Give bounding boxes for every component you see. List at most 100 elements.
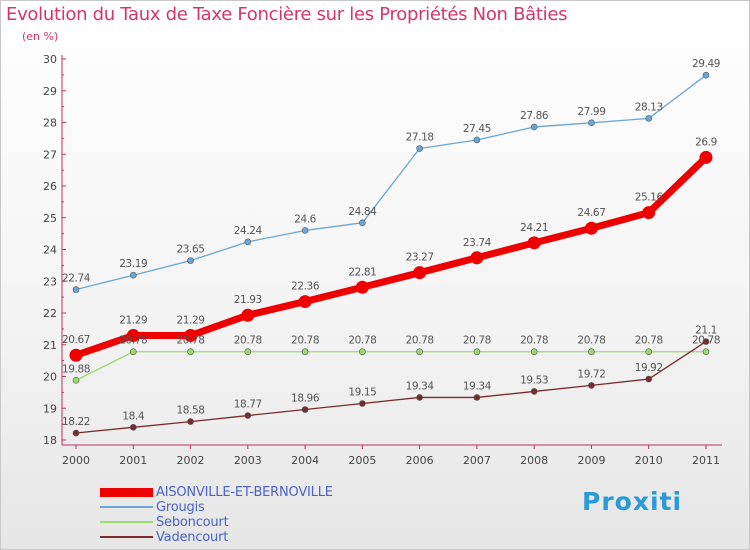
data-label: 20.78 [348, 335, 376, 347]
data-point [473, 136, 481, 144]
data-point [645, 375, 653, 383]
data-label: 22.81 [348, 266, 376, 278]
y-tick-label: 28 [43, 117, 57, 130]
data-point [530, 388, 538, 395]
data-point [702, 348, 710, 356]
data-point [72, 377, 80, 384]
y-tick-label: 22 [43, 307, 57, 320]
x-tick-label: 2006 [406, 454, 434, 467]
data-point [413, 266, 427, 280]
data-point [355, 280, 369, 294]
data-point [72, 429, 80, 437]
y-tick-label: 23 [43, 275, 57, 288]
data-point [702, 71, 710, 79]
data-point [187, 418, 194, 425]
data-point [588, 119, 595, 127]
data-label: 27.86 [520, 110, 549, 122]
data-point [645, 115, 653, 122]
data-point [527, 236, 541, 250]
legend-label: Seboncourt [156, 515, 229, 530]
data-point [584, 221, 598, 235]
x-tick-label: 2004 [291, 454, 319, 467]
data-label: 19.34 [406, 380, 435, 392]
series-line-grougis [75, 74, 707, 291]
x-tick-label: 2009 [577, 454, 605, 467]
data-point [642, 206, 656, 220]
x-tick-label: 2011 [692, 454, 720, 467]
x-tick-label: 2007 [463, 454, 491, 467]
data-label: 21.1 [695, 325, 717, 337]
data-point [187, 348, 194, 356]
data-point [359, 219, 366, 227]
data-label: 21.93 [234, 294, 262, 306]
chart-subtitle: (en %) [22, 30, 59, 43]
data-label: 26.9 [695, 136, 717, 148]
data-point [530, 123, 538, 131]
y-tick-label: 29 [43, 85, 57, 98]
legend-swatch [100, 506, 153, 508]
data-label: 20.78 [406, 335, 434, 347]
data-point [129, 271, 137, 279]
data-label: 20.78 [635, 335, 663, 347]
data-point [184, 329, 198, 343]
x-tick-label: 2003 [234, 454, 262, 467]
data-label: 25.16 [635, 192, 664, 204]
y-tick-label: 24 [43, 244, 57, 257]
y-tick-label: 27 [43, 148, 57, 161]
data-label: 24.67 [577, 207, 605, 219]
data-label: 27.18 [406, 132, 434, 144]
x-tick-label: 2010 [635, 454, 663, 467]
data-point [359, 400, 366, 407]
data-point [530, 348, 538, 356]
y-tick-label: 18 [43, 434, 57, 447]
y-tick-label: 19 [43, 402, 57, 415]
y-tick-label: 30 [43, 53, 57, 66]
legend-label: AISONVILLE-ET-BERNOVILLE [156, 485, 333, 500]
data-label: 22.36 [291, 281, 320, 293]
data-label: 23.27 [406, 252, 434, 264]
data-label: 23.19 [119, 258, 147, 270]
data-point [416, 145, 423, 152]
data-point [699, 150, 713, 164]
data-label: 21.29 [177, 315, 205, 327]
x-tick-label: 2000 [62, 454, 90, 467]
data-point [187, 257, 194, 264]
line-chart: 18 19 20 21 22 23 24 25 26 27 28 29 30 2000 2001 2002 20… [43, 53, 722, 467]
data-label: 24.6 [294, 213, 316, 225]
data-point [702, 338, 710, 345]
x-tick-label: 2008 [520, 454, 548, 467]
data-label: 19.72 [577, 368, 605, 380]
data-label: 20.78 [692, 335, 720, 347]
data-label: 19.15 [348, 386, 376, 398]
data-point [72, 286, 80, 293]
legend-label: Grougis [156, 500, 205, 515]
data-point [416, 394, 423, 401]
data-label: 20.78 [234, 335, 262, 347]
data-label: 23.65 [177, 244, 205, 256]
data-point [301, 227, 309, 234]
x-tick-label: 2002 [177, 454, 205, 467]
data-label: 24.84 [348, 206, 377, 218]
data-label: 27.99 [577, 106, 605, 118]
data-point [588, 382, 595, 389]
legend-label: Vadencourt [156, 530, 229, 545]
data-label: 20.78 [520, 335, 548, 347]
data-point [416, 348, 423, 356]
data-point [244, 412, 252, 419]
data-point [241, 308, 255, 322]
data-label: 27.45 [463, 123, 491, 135]
data-label: 29.49 [692, 58, 720, 70]
data-label: 18.77 [234, 399, 262, 411]
data-point [69, 348, 83, 362]
data-label: 24.21 [520, 222, 548, 234]
data-label: 20.67 [62, 334, 90, 346]
series-line-seboncourt [75, 351, 707, 381]
data-label: 19.88 [62, 363, 90, 375]
data-label: 20.78 [577, 335, 605, 347]
legend-swatch [100, 536, 153, 538]
data-label: 18.96 [291, 393, 320, 405]
x-tick-label: 2005 [348, 454, 376, 467]
proxiti-logo: Proxiti [582, 487, 682, 516]
data-point [473, 394, 481, 401]
data-label: 20.78 [177, 335, 205, 347]
